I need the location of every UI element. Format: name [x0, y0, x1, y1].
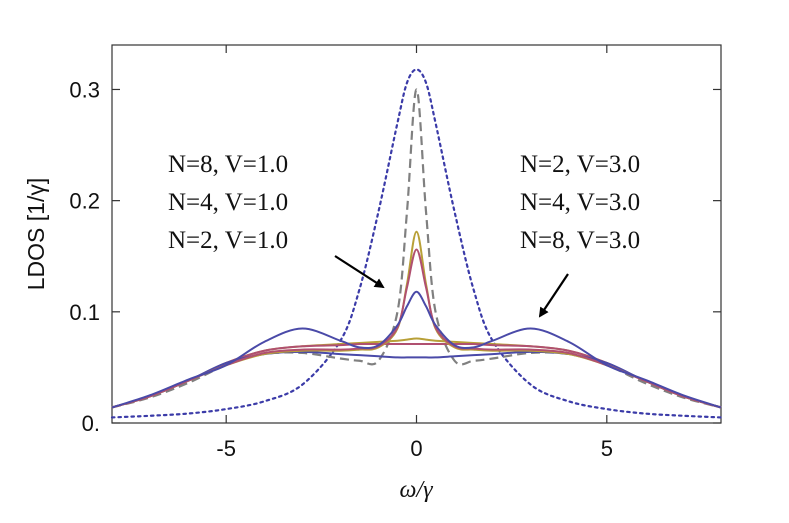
y-tick-label: 0.1	[69, 300, 100, 325]
y-tick-label: 0.	[82, 411, 100, 436]
label-n4-v1: N=4, V=1.0	[168, 189, 288, 216]
arrow-left	[334, 255, 385, 289]
x-tick-label: 5	[601, 436, 613, 461]
series-line-3	[111, 342, 722, 409]
x-axis-title: ω/γ	[399, 477, 433, 503]
label-n2-v1: N=2, V=1.0	[168, 227, 288, 254]
label-n4-v3: N=4, V=3.0	[520, 189, 640, 216]
y-axis-title: LDOS [1/γ]	[23, 178, 49, 290]
y-tick-label: 0.2	[69, 189, 100, 214]
label-n2-v3: N=2, V=3.0	[520, 151, 640, 178]
series-line-7	[111, 290, 722, 409]
x-tick-label: 0	[410, 436, 422, 461]
series-line-5	[111, 230, 722, 409]
annotation-right: N=2, V=3.0 N=4, V=3.0 N=8, V=3.0	[520, 151, 640, 254]
axis-ticks: -5 0 5 0. 0.1 0.2 0.3	[69, 45, 721, 461]
series-line-0	[110, 68, 723, 419]
y-tick-label: 0.3	[69, 77, 100, 102]
series-line-6	[111, 248, 722, 409]
series-line-4	[111, 350, 722, 409]
label-n8-v1: N=8, V=1.0	[168, 151, 288, 178]
arrow-right	[538, 273, 569, 318]
series-group	[110, 68, 723, 419]
x-tick-label: -5	[216, 436, 236, 461]
label-n8-v3: N=8, V=3.0	[520, 227, 640, 254]
annotation-left: N=8, V=1.0 N=4, V=1.0 N=2, V=1.0	[168, 151, 288, 254]
